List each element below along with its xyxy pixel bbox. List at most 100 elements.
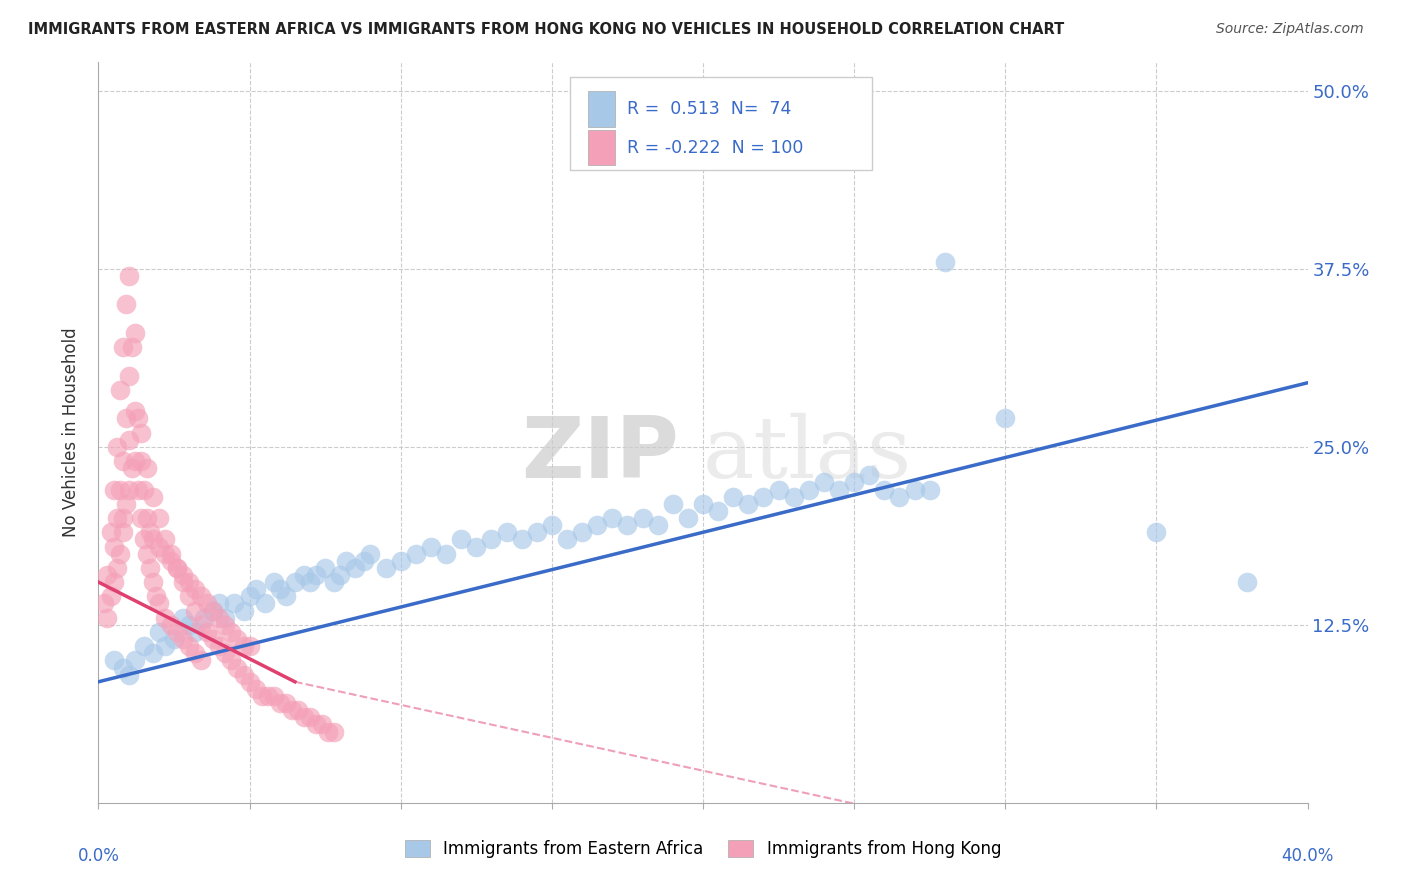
Point	[208, 610, 231, 624]
Y-axis label: No Vehicles in Household: No Vehicles in Household	[62, 327, 80, 538]
Point	[179, 639, 201, 653]
Point	[103, 575, 125, 590]
Point	[103, 540, 125, 554]
Point	[329, 568, 352, 582]
Point	[214, 646, 236, 660]
Point	[540, 518, 562, 533]
Point	[783, 490, 806, 504]
Point	[221, 624, 243, 639]
Point	[153, 533, 176, 547]
Point	[510, 533, 533, 547]
Point	[166, 624, 188, 639]
Point	[139, 561, 162, 575]
Point	[124, 454, 146, 468]
Point	[108, 547, 131, 561]
Point	[239, 674, 262, 689]
Point	[166, 561, 188, 575]
Point	[316, 724, 339, 739]
Point	[707, 504, 730, 518]
Point	[172, 568, 194, 582]
Point	[96, 568, 118, 582]
Point	[274, 590, 297, 604]
Point	[96, 610, 118, 624]
Point	[232, 604, 254, 618]
Point	[142, 646, 165, 660]
Point	[752, 490, 775, 504]
Point	[768, 483, 790, 497]
Point	[121, 461, 143, 475]
Point	[148, 540, 170, 554]
Point	[828, 483, 851, 497]
Point	[495, 525, 517, 540]
Point	[323, 575, 346, 590]
Point	[889, 490, 911, 504]
Point	[129, 425, 152, 440]
Point	[148, 624, 170, 639]
Point	[142, 575, 165, 590]
Point	[172, 632, 194, 646]
Point	[195, 624, 218, 639]
Point	[281, 703, 304, 717]
Point	[135, 547, 157, 561]
Point	[190, 617, 212, 632]
Point	[314, 561, 336, 575]
Point	[287, 703, 309, 717]
Point	[100, 525, 122, 540]
Point	[202, 604, 225, 618]
Point	[93, 597, 115, 611]
Text: 40.0%: 40.0%	[1281, 847, 1334, 865]
Point	[103, 483, 125, 497]
Legend: Immigrants from Eastern Africa, Immigrants from Hong Kong: Immigrants from Eastern Africa, Immigran…	[398, 833, 1008, 865]
Point	[190, 590, 212, 604]
Point	[374, 561, 396, 575]
Point	[1144, 525, 1167, 540]
Point	[292, 568, 315, 582]
Point	[434, 547, 457, 561]
Point	[253, 597, 276, 611]
Point	[111, 511, 134, 525]
Point	[844, 475, 866, 490]
Point	[305, 568, 328, 582]
Point	[692, 497, 714, 511]
Text: IMMIGRANTS FROM EASTERN AFRICA VS IMMIGRANTS FROM HONG KONG NO VEHICLES IN HOUSE: IMMIGRANTS FROM EASTERN AFRICA VS IMMIGR…	[28, 22, 1064, 37]
Point	[202, 632, 225, 646]
Point	[132, 533, 155, 547]
Point	[263, 689, 285, 703]
Point	[114, 297, 136, 311]
Point	[250, 689, 273, 703]
Point	[105, 511, 128, 525]
Point	[299, 710, 322, 724]
Point	[292, 710, 315, 724]
Point	[904, 483, 927, 497]
Point	[111, 454, 134, 468]
Point	[263, 575, 285, 590]
Point	[160, 547, 183, 561]
Point	[602, 511, 624, 525]
Point	[526, 525, 548, 540]
Point	[179, 617, 201, 632]
Point	[105, 440, 128, 454]
Point	[148, 597, 170, 611]
Point	[124, 653, 146, 667]
Point	[631, 511, 654, 525]
Point	[160, 617, 183, 632]
Point	[360, 547, 382, 561]
Point	[813, 475, 835, 490]
Point	[166, 561, 188, 575]
Point	[1236, 575, 1258, 590]
Point	[353, 554, 375, 568]
Point	[172, 575, 194, 590]
Point	[111, 525, 134, 540]
Point	[994, 411, 1017, 425]
Point	[465, 540, 488, 554]
Point	[214, 617, 236, 632]
Point	[193, 610, 215, 624]
Point	[420, 540, 443, 554]
Point	[269, 582, 291, 597]
Point	[184, 646, 207, 660]
Point	[172, 610, 194, 624]
Point	[284, 575, 307, 590]
Point	[797, 483, 820, 497]
Point	[153, 639, 176, 653]
Point	[153, 547, 176, 561]
